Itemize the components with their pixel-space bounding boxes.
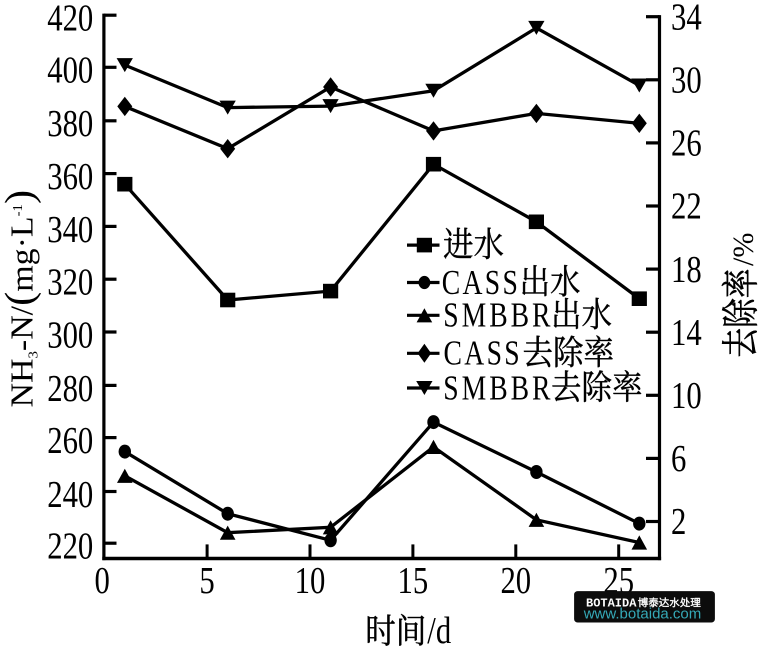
- svg-text:34: 34: [671, 0, 702, 38]
- svg-text:260: 260: [47, 419, 93, 462]
- svg-text:SMBBR: SMBBR: [443, 368, 553, 407]
- svg-text:NH3-N/(mg·L-1): NH3-N/(mg·L-1): [0, 190, 42, 408]
- svg-text:2: 2: [671, 500, 686, 543]
- svg-text:22: 22: [671, 184, 702, 227]
- svg-text:220: 220: [47, 524, 93, 567]
- svg-text:380: 380: [47, 102, 93, 145]
- svg-text:6: 6: [671, 437, 686, 480]
- svg-text:14: 14: [671, 311, 702, 354]
- svg-text:400: 400: [47, 48, 93, 91]
- svg-text:BOTAIDA: BOTAIDA: [586, 597, 637, 611]
- svg-text:CASS: CASS: [444, 334, 523, 373]
- svg-text:/%: /%: [727, 233, 760, 266]
- svg-text:340: 340: [47, 208, 93, 251]
- svg-text:10: 10: [671, 374, 702, 417]
- svg-text:26: 26: [671, 121, 702, 164]
- svg-text:30: 30: [671, 58, 702, 101]
- svg-text:300: 300: [47, 313, 93, 356]
- svg-text:/d: /d: [427, 609, 451, 652]
- svg-text:10: 10: [295, 559, 326, 602]
- svg-text:5: 5: [199, 559, 214, 602]
- svg-text:0: 0: [95, 559, 110, 602]
- svg-text:18: 18: [671, 248, 702, 291]
- svg-text:280: 280: [47, 367, 93, 410]
- svg-text:360: 360: [47, 155, 93, 198]
- svg-text:240: 240: [47, 473, 93, 516]
- svg-text:320: 320: [47, 260, 93, 303]
- svg-text:20: 20: [500, 559, 531, 602]
- svg-text:15: 15: [398, 559, 429, 602]
- svg-text:www.botaida.com: www.botaida.com: [583, 605, 702, 622]
- svg-text:SMBBR: SMBBR: [443, 296, 553, 335]
- svg-text:420: 420: [47, 0, 93, 39]
- svg-text:CASS: CASS: [442, 263, 521, 302]
